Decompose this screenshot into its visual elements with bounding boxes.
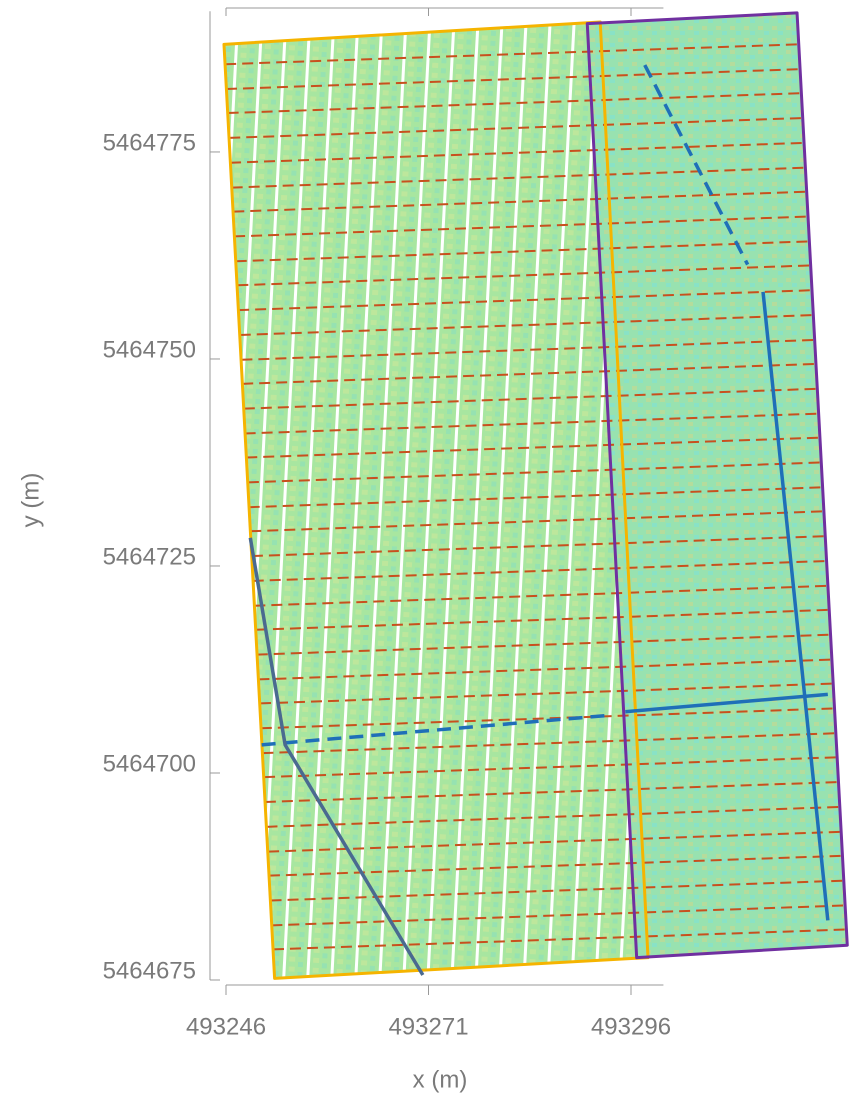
transect (259, 682, 834, 705)
point-cloud (223, 12, 848, 979)
transect (266, 805, 841, 828)
transect (270, 879, 845, 902)
transect (229, 117, 803, 139)
transect (262, 732, 836, 755)
y-tick-label: 5464750 (103, 336, 196, 363)
transect (272, 928, 847, 951)
transect (225, 68, 801, 91)
transect (225, 43, 799, 66)
y-axis-label: y (m) (17, 473, 44, 528)
transect (230, 141, 805, 164)
transect (260, 707, 835, 730)
transect (252, 560, 827, 582)
survey-line (625, 692, 828, 714)
transect (237, 264, 811, 287)
point-cloud-area (587, 12, 848, 958)
transect (244, 412, 819, 435)
transect (227, 92, 802, 115)
transect (250, 510, 824, 533)
transect (243, 387, 818, 410)
survey-line (261, 713, 613, 747)
survey-line (248, 537, 425, 976)
x-tick-label: 493271 (388, 1013, 468, 1040)
transect (268, 854, 843, 877)
y-tick-label: 5464675 (103, 957, 196, 984)
transect (264, 781, 839, 803)
transect (264, 756, 838, 779)
transect (241, 338, 815, 361)
transect (231, 166, 806, 189)
transect (242, 362, 816, 385)
y-tick-label: 5464700 (103, 750, 196, 777)
transect (258, 658, 832, 681)
x-tick-label: 493296 (591, 1013, 671, 1040)
survey-line (643, 64, 750, 266)
survey-boundary (585, 11, 849, 960)
transect (251, 535, 826, 558)
transect (235, 240, 810, 263)
transect (238, 289, 812, 312)
transect (254, 584, 828, 607)
transect (268, 830, 842, 853)
axes: 493246 493271 493296 5464675 5464700 5464725 5… (103, 7, 671, 1040)
x-tick-label: 493246 (186, 1013, 266, 1040)
y-tick-label: 5464775 (103, 129, 196, 156)
x-axis-label: x (m) (413, 1066, 468, 1093)
transect (248, 486, 824, 509)
transect (239, 314, 814, 336)
transect (255, 608, 830, 631)
transect (247, 461, 822, 484)
transect (246, 436, 820, 459)
transect (256, 633, 831, 656)
transect (271, 904, 845, 927)
marks (222, 11, 849, 980)
survey-line (761, 291, 830, 921)
y-tick-label: 5464725 (103, 543, 196, 570)
transect (234, 215, 809, 238)
